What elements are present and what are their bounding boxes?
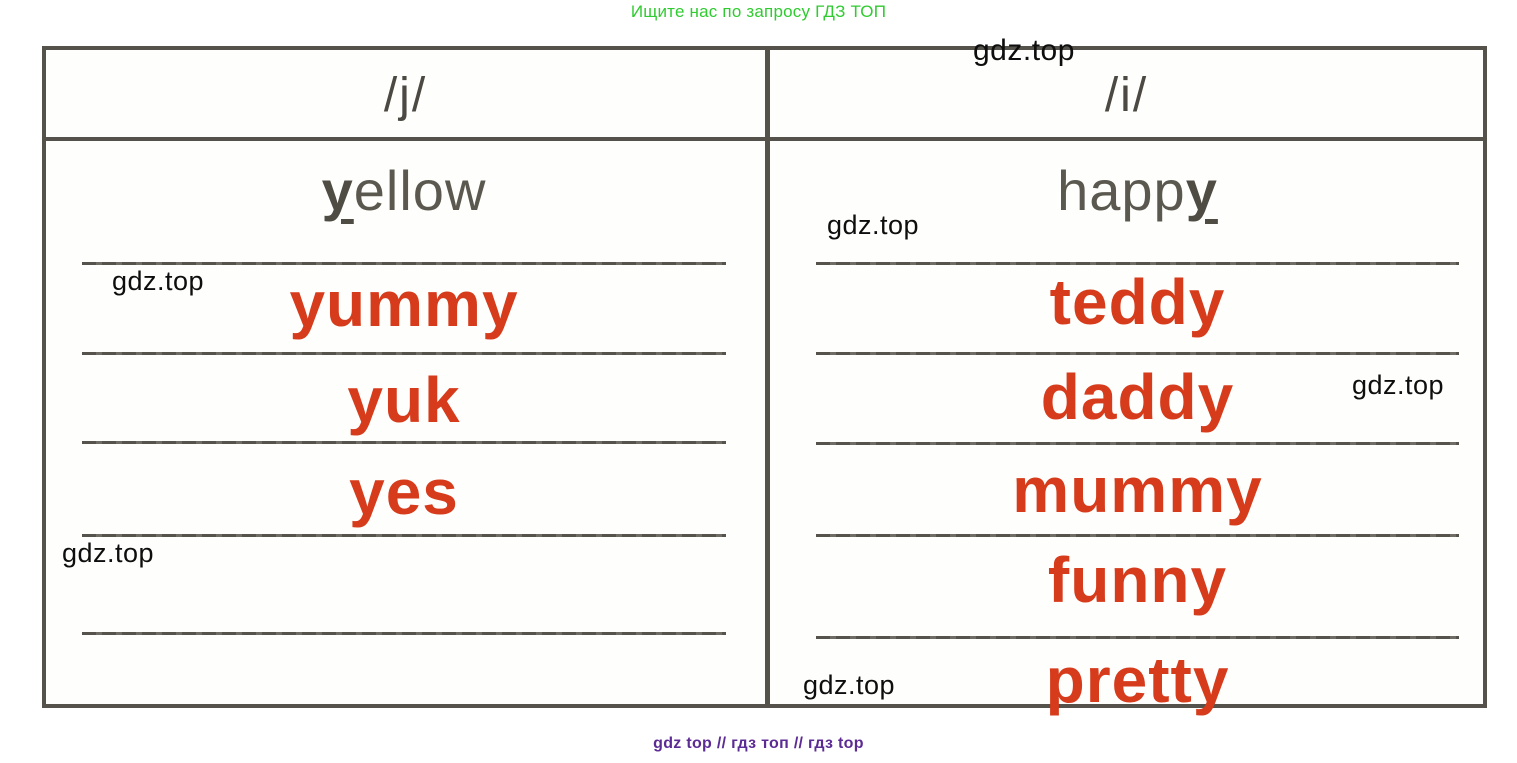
gdz-watermark: gdz.top — [1352, 370, 1445, 400]
answer-word: pretty — [1045, 644, 1230, 716]
example-text: ellow — [353, 159, 487, 222]
writing-line — [82, 534, 726, 537]
example-word-happy: happy — [816, 160, 1459, 222]
answer-word: funny — [1047, 544, 1228, 616]
answer-word: mummy — [1012, 454, 1263, 526]
table-header-row: /j/ /i/ — [46, 50, 1483, 141]
example-word-yellow: yellow — [82, 160, 726, 222]
header-phoneme-i: /i/ — [1104, 69, 1149, 122]
gdz-watermark: gdz.top — [803, 670, 896, 700]
answer-word: yuk — [347, 364, 461, 436]
writing-line — [816, 262, 1459, 265]
gdz-watermark: gdz.top — [827, 210, 920, 240]
writing-line — [82, 632, 726, 635]
writing-line — [82, 352, 726, 355]
column-divider-line — [765, 50, 770, 704]
answer-word: yummy — [289, 268, 519, 340]
footer-text: gdz top // гдз топ // гдз top — [653, 735, 864, 752]
writing-line — [82, 441, 726, 444]
gdz-watermark: gdz.top — [973, 34, 1075, 67]
answer-word: teddy — [1049, 266, 1226, 338]
writing-line — [816, 352, 1459, 355]
header-phoneme-j: /j/ — [383, 69, 428, 122]
example-text: happ — [1057, 159, 1186, 222]
gdz-watermark: gdz.top — [112, 266, 205, 296]
promo-banner-text: Ищите нас по запросу ГДЗ ТОП — [630, 2, 887, 21]
answer-word: yes — [349, 456, 459, 528]
gdz-watermark: gdz.top — [62, 538, 155, 568]
writing-line — [816, 534, 1459, 537]
answer-word: daddy — [1040, 361, 1235, 433]
writing-line — [82, 262, 726, 265]
phonics-sorting-table: /j/ /i/ yellow happy yummy yuk yes teddy… — [42, 46, 1487, 712]
example-highlight-letter: y — [1185, 159, 1218, 222]
example-highlight-letter: y — [321, 159, 354, 222]
writing-line — [816, 636, 1459, 639]
writing-line — [816, 442, 1459, 445]
